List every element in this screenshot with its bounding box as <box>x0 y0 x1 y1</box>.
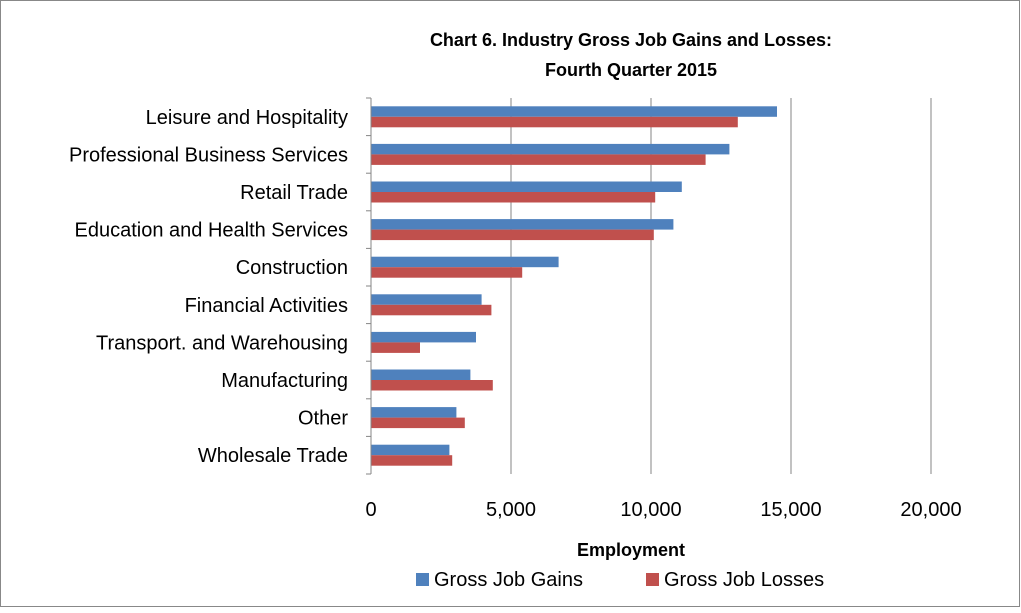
bar-losses-0 <box>371 116 738 128</box>
category-label-0: Leisure and Hospitality <box>146 107 348 129</box>
chart-title-line-2: Fourth Quarter 2015 <box>545 60 717 80</box>
bar-gains-3 <box>371 219 674 230</box>
chart-title-line-1: Chart 6. Industry Gross Job Gains and Lo… <box>430 30 832 50</box>
axes <box>366 97 372 475</box>
legend-label-0: Gross Job Gains <box>434 569 583 591</box>
tick-labels: 0 5,000 10,000 15,000 20,000 <box>365 499 961 521</box>
category-label-9: Wholesale Trade <box>198 445 348 467</box>
bar-losses-3 <box>371 229 654 241</box>
bar-losses-8 <box>371 417 465 429</box>
bar-gains-2 <box>371 181 682 192</box>
bar-gains-5 <box>371 294 482 305</box>
x-tick-label-3: 15,000 <box>760 499 821 521</box>
category-labels: Leisure and Hospitality Professional Busi… <box>69 107 348 467</box>
x-tick-label-1: 5,000 <box>486 499 536 521</box>
bar-gains-7 <box>371 369 471 380</box>
category-label-3: Education and Health Services <box>75 220 349 242</box>
category-label-4: Construction <box>236 257 348 279</box>
bar-losses-2 <box>371 192 656 203</box>
category-label-5: Financial Activities <box>185 295 348 317</box>
legend-swatch-1 <box>646 573 659 586</box>
bar-losses-5 <box>371 304 492 316</box>
bars <box>371 106 777 466</box>
category-label-1: Professional Business Services <box>69 144 348 166</box>
x-axis-title: Employment <box>577 540 685 560</box>
category-label-7: Manufacturing <box>221 370 348 392</box>
x-tick-label-2: 10,000 <box>620 499 681 521</box>
legend-swatch-0 <box>416 573 429 586</box>
x-tick-label-4: 20,000 <box>900 499 961 521</box>
bar-gains-6 <box>371 331 476 343</box>
category-label-6: Transport. and Warehousing <box>96 332 348 354</box>
legend-label-1: Gross Job Losses <box>664 569 824 591</box>
x-tick-label-0: 0 <box>365 499 376 521</box>
bar-losses-6 <box>371 342 420 353</box>
bar-gains-1 <box>371 143 730 155</box>
bar-gains-9 <box>371 444 450 456</box>
category-label-8: Other <box>298 408 348 430</box>
legend: Gross Job Gains Gross Job Losses <box>416 569 824 591</box>
bar-losses-9 <box>371 455 453 466</box>
bar-gains-0 <box>371 106 777 117</box>
bar-losses-1 <box>371 154 706 165</box>
bar-gains-4 <box>371 256 559 268</box>
bar-losses-4 <box>371 267 523 278</box>
bar-gains-8 <box>371 407 457 418</box>
bar-losses-7 <box>371 380 493 391</box>
category-label-2: Retail Trade <box>240 182 348 204</box>
